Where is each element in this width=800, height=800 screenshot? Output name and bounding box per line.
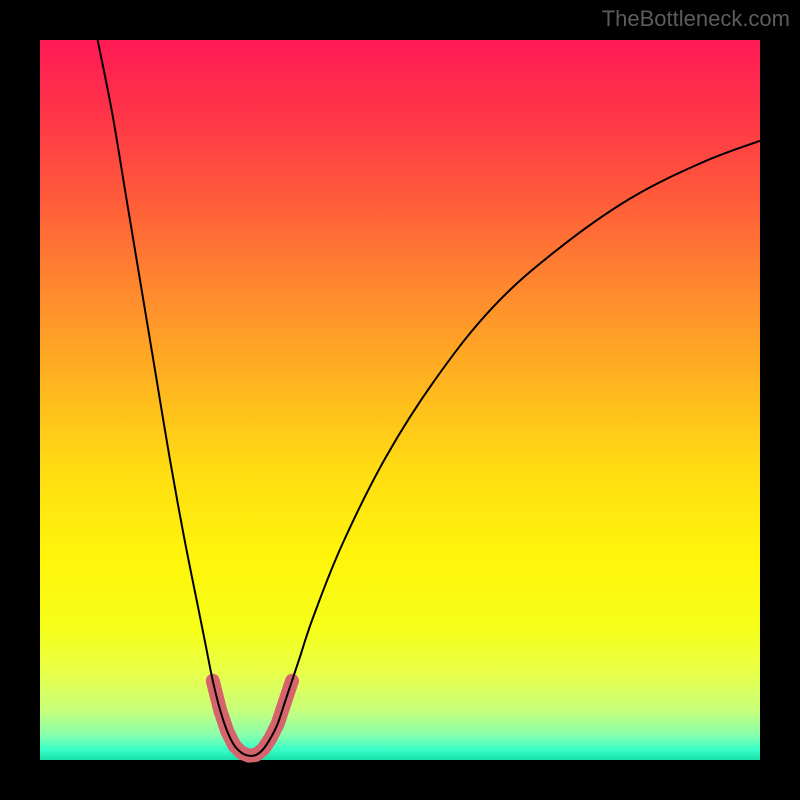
chart-container: TheBottleneck.com (0, 0, 800, 800)
bottleneck-curve-chart (0, 0, 800, 800)
plot-background (40, 40, 760, 760)
